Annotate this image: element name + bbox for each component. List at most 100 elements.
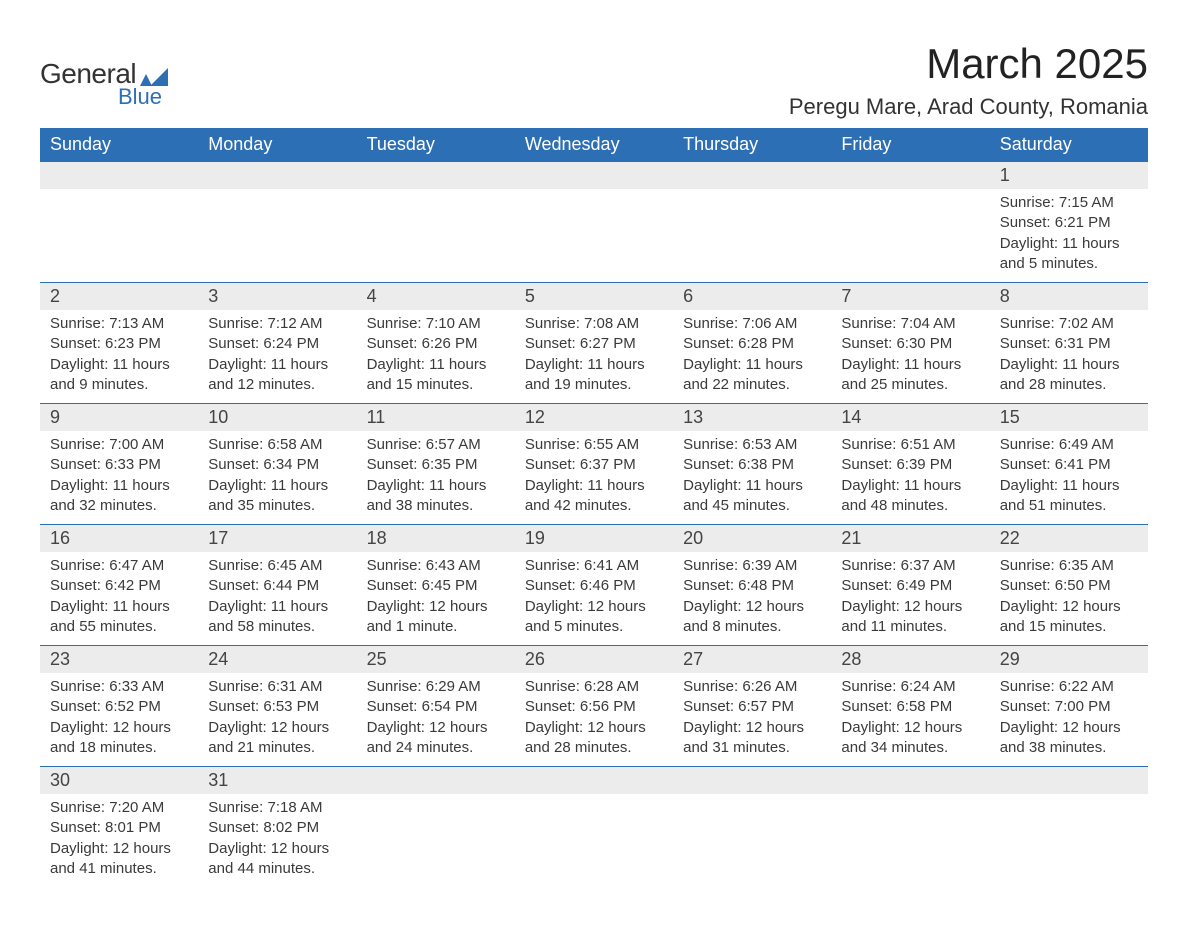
sunset-text: Sunset: 6:52 PM bbox=[50, 697, 188, 717]
detail-row: Sunrise: 6:33 AMSunset: 6:52 PMDaylight:… bbox=[40, 673, 1148, 767]
day-number-cell: 31 bbox=[198, 767, 356, 795]
detail-row: Sunrise: 7:13 AMSunset: 6:23 PMDaylight:… bbox=[40, 310, 1148, 404]
day-detail-cell: Sunrise: 6:28 AMSunset: 6:56 PMDaylight:… bbox=[515, 673, 673, 767]
day-number-cell: 15 bbox=[990, 404, 1148, 432]
sunrise-text: Sunrise: 6:31 AM bbox=[208, 677, 346, 697]
day-detail-cell: Sunrise: 6:31 AMSunset: 6:53 PMDaylight:… bbox=[198, 673, 356, 767]
day-number-cell bbox=[40, 162, 198, 190]
day-number-cell bbox=[515, 767, 673, 795]
day-detail-cell: Sunrise: 6:58 AMSunset: 6:34 PMDaylight:… bbox=[198, 431, 356, 525]
day_a-text: Daylight: 11 hours bbox=[841, 355, 979, 375]
day_b-text: and 21 minutes. bbox=[208, 738, 346, 758]
sunrise-text: Sunrise: 6:37 AM bbox=[841, 556, 979, 576]
day-number-cell: 12 bbox=[515, 404, 673, 432]
day_a-text: Daylight: 12 hours bbox=[525, 597, 663, 617]
sunset-text: Sunset: 6:21 PM bbox=[1000, 213, 1138, 233]
sunset-text: Sunset: 6:53 PM bbox=[208, 697, 346, 717]
day-header: Tuesday bbox=[357, 128, 515, 162]
day_b-text: and 38 minutes. bbox=[1000, 738, 1138, 758]
sunrise-text: Sunrise: 6:29 AM bbox=[367, 677, 505, 697]
location-subtitle: Peregu Mare, Arad County, Romania bbox=[789, 94, 1148, 120]
detail-row: Sunrise: 7:15 AMSunset: 6:21 PMDaylight:… bbox=[40, 189, 1148, 283]
day_b-text: and 31 minutes. bbox=[683, 738, 821, 758]
sunset-text: Sunset: 6:54 PM bbox=[367, 697, 505, 717]
sunrise-text: Sunrise: 7:08 AM bbox=[525, 314, 663, 334]
detail-row: Sunrise: 7:00 AMSunset: 6:33 PMDaylight:… bbox=[40, 431, 1148, 525]
day-detail-cell bbox=[831, 189, 989, 283]
sunrise-text: Sunrise: 6:55 AM bbox=[525, 435, 663, 455]
day-number-cell: 24 bbox=[198, 646, 356, 674]
day-detail-cell: Sunrise: 6:41 AMSunset: 6:46 PMDaylight:… bbox=[515, 552, 673, 646]
day-detail-cell: Sunrise: 6:49 AMSunset: 6:41 PMDaylight:… bbox=[990, 431, 1148, 525]
day-detail-cell: Sunrise: 6:29 AMSunset: 6:54 PMDaylight:… bbox=[357, 673, 515, 767]
day-detail-cell: Sunrise: 7:04 AMSunset: 6:30 PMDaylight:… bbox=[831, 310, 989, 404]
sunset-text: Sunset: 6:31 PM bbox=[1000, 334, 1138, 354]
sunset-text: Sunset: 6:45 PM bbox=[367, 576, 505, 596]
day_a-text: Daylight: 12 hours bbox=[841, 718, 979, 738]
day-number-cell: 14 bbox=[831, 404, 989, 432]
day_a-text: Daylight: 12 hours bbox=[208, 718, 346, 738]
day_b-text: and 44 minutes. bbox=[208, 859, 346, 879]
day_b-text: and 58 minutes. bbox=[208, 617, 346, 637]
day-detail-cell bbox=[515, 794, 673, 887]
day-detail-cell: Sunrise: 6:45 AMSunset: 6:44 PMDaylight:… bbox=[198, 552, 356, 646]
day-number-cell bbox=[357, 162, 515, 190]
sunset-text: Sunset: 8:01 PM bbox=[50, 818, 188, 838]
day_b-text: and 9 minutes. bbox=[50, 375, 188, 395]
sunrise-text: Sunrise: 7:12 AM bbox=[208, 314, 346, 334]
sunrise-text: Sunrise: 6:49 AM bbox=[1000, 435, 1138, 455]
day_b-text: and 8 minutes. bbox=[683, 617, 821, 637]
sunrise-text: Sunrise: 6:57 AM bbox=[367, 435, 505, 455]
sunrise-text: Sunrise: 7:04 AM bbox=[841, 314, 979, 334]
day-detail-cell: Sunrise: 7:10 AMSunset: 6:26 PMDaylight:… bbox=[357, 310, 515, 404]
day-detail-cell: Sunrise: 7:18 AMSunset: 8:02 PMDaylight:… bbox=[198, 794, 356, 887]
day_b-text: and 12 minutes. bbox=[208, 375, 346, 395]
day-detail-cell bbox=[40, 189, 198, 283]
logo-text-blue: Blue bbox=[118, 84, 162, 110]
day-number-cell: 8 bbox=[990, 283, 1148, 311]
day_b-text: and 32 minutes. bbox=[50, 496, 188, 516]
sunrise-text: Sunrise: 6:22 AM bbox=[1000, 677, 1138, 697]
day_a-text: Daylight: 12 hours bbox=[367, 718, 505, 738]
day_b-text: and 48 minutes. bbox=[841, 496, 979, 516]
day-detail-cell: Sunrise: 6:55 AMSunset: 6:37 PMDaylight:… bbox=[515, 431, 673, 525]
day_b-text: and 25 minutes. bbox=[841, 375, 979, 395]
daynum-row: 9101112131415 bbox=[40, 404, 1148, 432]
calendar-table: Sunday Monday Tuesday Wednesday Thursday… bbox=[40, 128, 1148, 887]
sunset-text: Sunset: 6:38 PM bbox=[683, 455, 821, 475]
sunset-text: Sunset: 6:34 PM bbox=[208, 455, 346, 475]
sunset-text: Sunset: 6:33 PM bbox=[50, 455, 188, 475]
day-detail-cell: Sunrise: 6:26 AMSunset: 6:57 PMDaylight:… bbox=[673, 673, 831, 767]
logo: General Blue bbox=[40, 58, 168, 110]
day_b-text: and 18 minutes. bbox=[50, 738, 188, 758]
sunset-text: Sunset: 6:42 PM bbox=[50, 576, 188, 596]
logo-chevron-icon bbox=[140, 66, 168, 86]
day-number-cell: 23 bbox=[40, 646, 198, 674]
day_b-text: and 28 minutes. bbox=[1000, 375, 1138, 395]
day_b-text: and 19 minutes. bbox=[525, 375, 663, 395]
daynum-row: 16171819202122 bbox=[40, 525, 1148, 553]
sunset-text: Sunset: 7:00 PM bbox=[1000, 697, 1138, 717]
day-detail-cell: Sunrise: 6:39 AMSunset: 6:48 PMDaylight:… bbox=[673, 552, 831, 646]
day-number-cell bbox=[831, 767, 989, 795]
detail-row: Sunrise: 6:47 AMSunset: 6:42 PMDaylight:… bbox=[40, 552, 1148, 646]
day-detail-cell bbox=[357, 794, 515, 887]
sunrise-text: Sunrise: 7:06 AM bbox=[683, 314, 821, 334]
day_b-text: and 28 minutes. bbox=[525, 738, 663, 758]
day_a-text: Daylight: 11 hours bbox=[208, 597, 346, 617]
day-detail-cell: Sunrise: 6:37 AMSunset: 6:49 PMDaylight:… bbox=[831, 552, 989, 646]
day-number-cell: 21 bbox=[831, 525, 989, 553]
day-header: Thursday bbox=[673, 128, 831, 162]
day_a-text: Daylight: 12 hours bbox=[1000, 597, 1138, 617]
day-detail-cell: Sunrise: 6:22 AMSunset: 7:00 PMDaylight:… bbox=[990, 673, 1148, 767]
sunrise-text: Sunrise: 7:18 AM bbox=[208, 798, 346, 818]
sunrise-text: Sunrise: 7:02 AM bbox=[1000, 314, 1138, 334]
day-number-cell: 25 bbox=[357, 646, 515, 674]
sunset-text: Sunset: 6:46 PM bbox=[525, 576, 663, 596]
day-detail-cell: Sunrise: 7:02 AMSunset: 6:31 PMDaylight:… bbox=[990, 310, 1148, 404]
sunrise-text: Sunrise: 7:15 AM bbox=[1000, 193, 1138, 213]
sunrise-text: Sunrise: 6:53 AM bbox=[683, 435, 821, 455]
day-detail-cell: Sunrise: 7:00 AMSunset: 6:33 PMDaylight:… bbox=[40, 431, 198, 525]
day-detail-cell: Sunrise: 6:47 AMSunset: 6:42 PMDaylight:… bbox=[40, 552, 198, 646]
day-number-cell: 1 bbox=[990, 162, 1148, 190]
